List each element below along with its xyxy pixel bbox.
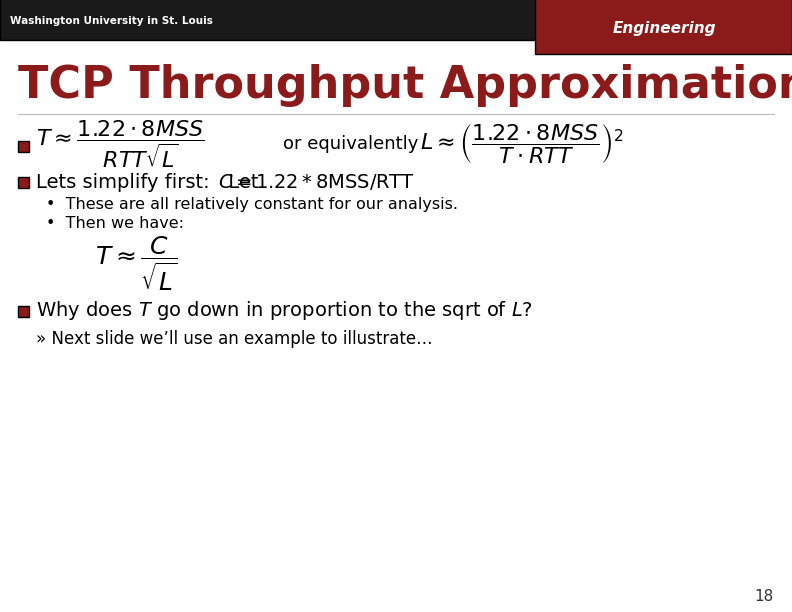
Text: $T \approx \dfrac{1.22 \cdot 8MSS}{RTT\sqrt{L}}$: $T \approx \dfrac{1.22 \cdot 8MSS}{RTT\s… <box>36 118 204 170</box>
Text: Engineering: Engineering <box>612 20 716 35</box>
Text: 18: 18 <box>755 589 774 604</box>
Text: or equivalently: or equivalently <box>283 135 418 153</box>
Text: $C = 1.22 * 8\mathrm{MSS/RTT}$: $C = 1.22 * 8\mathrm{MSS/RTT}$ <box>218 172 415 192</box>
FancyBboxPatch shape <box>18 306 29 317</box>
FancyBboxPatch shape <box>0 0 792 40</box>
Text: Lets simplify first:   Let: Lets simplify first: Let <box>36 173 265 192</box>
FancyBboxPatch shape <box>535 0 792 54</box>
Text: $L \approx \left(\dfrac{1.22 \cdot 8MSS}{T \cdot RTT}\right)^2$: $L \approx \left(\dfrac{1.22 \cdot 8MSS}… <box>420 122 623 165</box>
Text: $T \approx \dfrac{C}{\sqrt{L}}$: $T \approx \dfrac{C}{\sqrt{L}}$ <box>95 235 177 293</box>
Text: •  Then we have:: • Then we have: <box>46 215 184 231</box>
Text: » Next slide we’ll use an example to illustrate…: » Next slide we’ll use an example to ill… <box>36 330 432 348</box>
FancyBboxPatch shape <box>18 141 29 152</box>
Text: Washington University in St. Louis: Washington University in St. Louis <box>10 16 213 26</box>
Text: Why does $T$ go down in proportion to the sqrt of $L$?: Why does $T$ go down in proportion to th… <box>36 299 533 323</box>
Text: TCP Throughput Approximation: TCP Throughput Approximation <box>18 64 792 107</box>
FancyBboxPatch shape <box>18 177 29 188</box>
Text: •  These are all relatively constant for our analysis.: • These are all relatively constant for … <box>46 198 458 212</box>
